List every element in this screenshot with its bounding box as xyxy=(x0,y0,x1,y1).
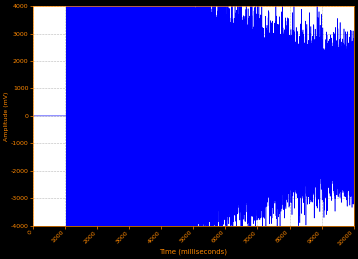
X-axis label: Time (milliseconds): Time (milliseconds) xyxy=(159,248,227,255)
Y-axis label: Amplitude (mV): Amplitude (mV) xyxy=(4,91,9,141)
